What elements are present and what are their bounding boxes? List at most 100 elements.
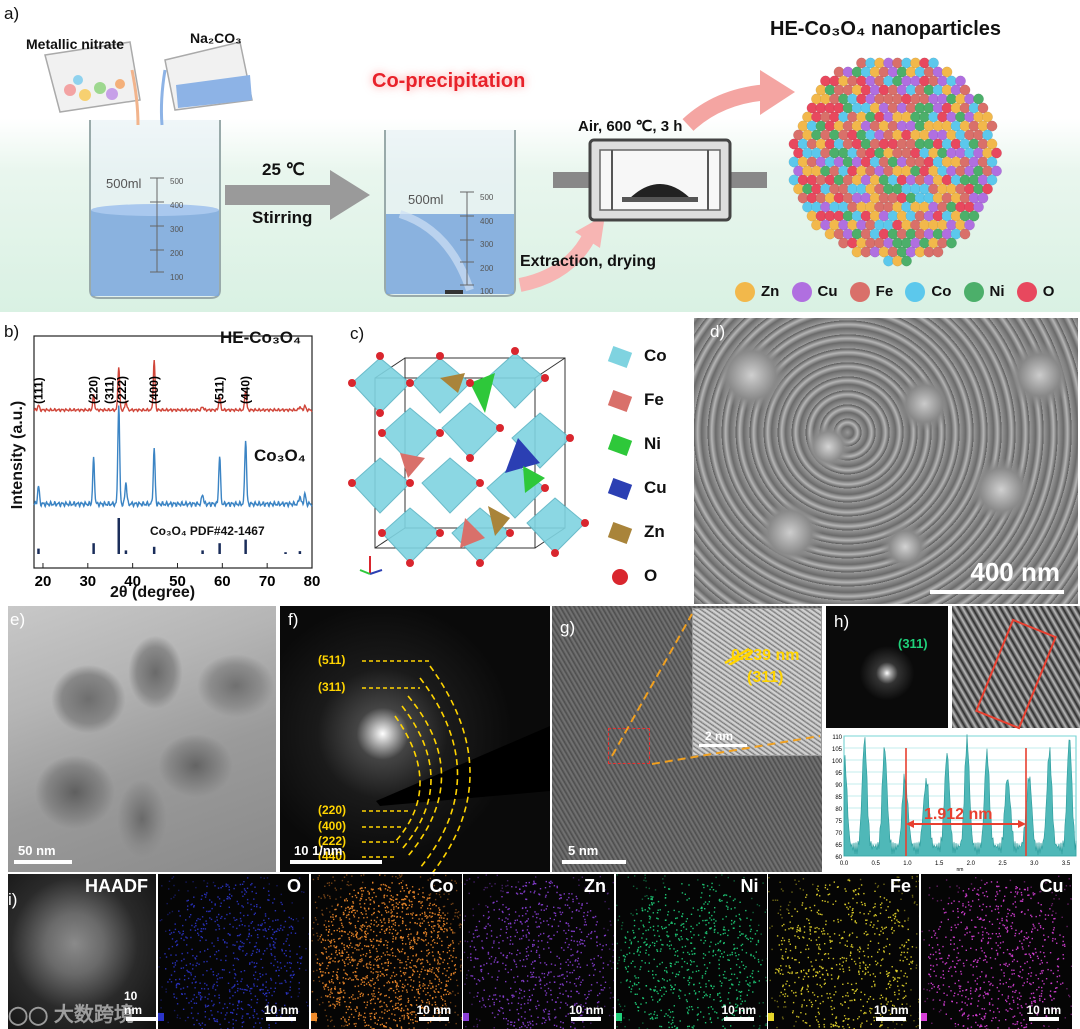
selection-box bbox=[608, 728, 650, 764]
xrd-chart: 20 30 40 50 60 70 80 (111) (220) (311)(222) (400) (… bbox=[31, 335, 320, 590]
metallic-nitrate-label: Metallic nitrate bbox=[26, 36, 125, 52]
x-tick-label: 1.5 bbox=[935, 861, 944, 867]
saed-scale-bar bbox=[290, 860, 382, 864]
panel-g-hrtem: g) 0.239 nm (311) 2 nm 5 nm bbox=[552, 606, 822, 872]
panel-e-tem-image: e) 50 nm bbox=[8, 606, 276, 872]
ring-222: (222) bbox=[318, 834, 347, 848]
y-tick-label: 70 bbox=[835, 831, 842, 837]
map-scale-fe: 10 nm bbox=[874, 1003, 909, 1017]
ring-220: (220) bbox=[318, 803, 347, 817]
map-scale-co: 10 nm bbox=[416, 1003, 452, 1017]
hrtem-scale-text: 5 nm bbox=[568, 843, 599, 858]
x-tick-label: 1.0 bbox=[903, 861, 912, 867]
map-zn: Zn 10 nm bbox=[463, 874, 614, 1029]
map-dots bbox=[768, 875, 919, 1029]
map-fe: Fe 10 nm bbox=[768, 874, 919, 1029]
beaker-1-ticks bbox=[150, 177, 164, 273]
xrd-series-line bbox=[33, 360, 313, 413]
d-spacing-label: 0.239 nm bbox=[731, 647, 800, 664]
color-swatch bbox=[768, 1013, 774, 1021]
y-tick-label: 60 bbox=[835, 855, 842, 861]
nanoparticle bbox=[959, 84, 971, 96]
panel-b: b) 20 30 40 50 60 70 80 (111) (220) (311) (222) (40… bbox=[0, 318, 320, 606]
panel-g-label: g) bbox=[560, 618, 576, 637]
map-dots bbox=[158, 876, 309, 1029]
legend-fe: Fe bbox=[607, 378, 667, 422]
map-scale-bar-zn bbox=[571, 1017, 601, 1021]
peak-annotation: (222) bbox=[115, 376, 129, 404]
inset-scale-bar bbox=[699, 744, 747, 747]
beaker-1-tick-labels: 500 400 300 200 100 bbox=[170, 177, 184, 282]
peak-annotation: (220) bbox=[87, 376, 101, 404]
map-cu: Cu 10 nm bbox=[920, 874, 1072, 1029]
panel-e-label: e) bbox=[10, 610, 26, 629]
ifft-selection bbox=[975, 618, 1057, 730]
peak-annotation: (440) bbox=[239, 376, 253, 404]
x-tick-label: 60 bbox=[214, 573, 231, 590]
nanoparticle bbox=[986, 120, 998, 132]
nanoparticle bbox=[982, 111, 993, 123]
x-axis-label: 2θ (degree) bbox=[110, 584, 196, 601]
panel-d-sem-image: d) 400 nm bbox=[694, 318, 1078, 604]
synthesis-scheme bbox=[44, 41, 795, 299]
peak-annotation: (111) bbox=[31, 377, 45, 404]
map-co: Co 10 nm bbox=[310, 874, 462, 1029]
x-axis-label: nm bbox=[957, 867, 964, 872]
panel-c: c) bbox=[320, 318, 692, 606]
y-axis-label: Intensity (a.u.) bbox=[9, 400, 26, 510]
series-label-co3o4: Co₃O₄ bbox=[254, 446, 306, 465]
map-title-cu: Cu bbox=[1039, 876, 1064, 896]
ring-511: (511) bbox=[318, 653, 346, 667]
beaker-1-volume: 500ml bbox=[106, 176, 142, 191]
stirring-label: Stirring bbox=[252, 208, 313, 227]
legend-item-cu: Cu bbox=[791, 282, 838, 302]
y-tick-label: 105 bbox=[832, 747, 843, 753]
nanoparticle bbox=[928, 57, 939, 69]
watermark-logo-icon: ◯◯ bbox=[8, 1005, 49, 1025]
panel-i-label: i) bbox=[8, 890, 18, 909]
legend-item-ni: Ni bbox=[963, 282, 1005, 302]
nanoparticle bbox=[986, 174, 998, 186]
color-swatch bbox=[920, 1013, 927, 1021]
map-haadf: i) HAADF 10 nm bbox=[8, 874, 156, 1029]
plane-label: (311) bbox=[747, 669, 784, 686]
color-swatch bbox=[615, 1013, 622, 1021]
panel-b-label: b) bbox=[4, 322, 20, 341]
map-title-fe: Fe bbox=[889, 876, 911, 896]
plot-frame bbox=[33, 335, 313, 569]
nanoparticle bbox=[986, 156, 998, 168]
x-tick-label: 80 bbox=[304, 573, 320, 590]
y-tick-label: 80 bbox=[835, 807, 842, 813]
map-scale-ni: 10 nm bbox=[721, 1003, 757, 1017]
coprecipitation-label: Co-precipitation bbox=[372, 70, 526, 92]
product-title: HE-Co₃O₄ nanoparticles bbox=[770, 18, 1002, 40]
panel-i: i) HAADF 10 nm O 10 nm Co 10 nm Zn 10 nm Ni 10 … bbox=[0, 874, 1080, 1029]
nanoparticle bbox=[968, 210, 980, 222]
na2co3-label: Na₂CO₃ bbox=[190, 30, 242, 46]
nanoparticle bbox=[941, 66, 953, 78]
color-swatch bbox=[463, 1013, 469, 1021]
x-tick-label: 20 bbox=[35, 573, 52, 590]
legend-co: Co bbox=[607, 334, 667, 378]
nanoparticle bbox=[973, 93, 984, 105]
x-tick-label: 0.5 bbox=[872, 861, 881, 867]
panel-a: a) bbox=[0, 0, 1080, 312]
fft-image: h) (311) bbox=[826, 606, 948, 728]
ring-440: (440) bbox=[318, 849, 347, 863]
beaker-2-tick-labels: 500 400 300 200 100 bbox=[480, 193, 494, 296]
nanoparticle bbox=[982, 183, 993, 195]
map-title-haadf: HAADF bbox=[85, 876, 148, 896]
map-title-co: Co bbox=[429, 876, 454, 896]
axis-triad bbox=[359, 556, 383, 575]
nanoparticle-sphere bbox=[788, 57, 1002, 267]
map-ni: Ni 10 nm bbox=[615, 874, 767, 1029]
legend-ni: Ni bbox=[607, 422, 667, 466]
y-tick-label: 75 bbox=[835, 819, 842, 825]
nanoparticle bbox=[901, 255, 912, 267]
temperature-label: 25 ℃ bbox=[262, 160, 305, 179]
x-tick-label: 2.5 bbox=[998, 861, 1007, 867]
map-title-o: O bbox=[286, 876, 301, 896]
map-dots bbox=[463, 874, 614, 1029]
map-title-ni: Ni bbox=[740, 876, 759, 896]
y-tick-label: 65 bbox=[835, 843, 842, 849]
